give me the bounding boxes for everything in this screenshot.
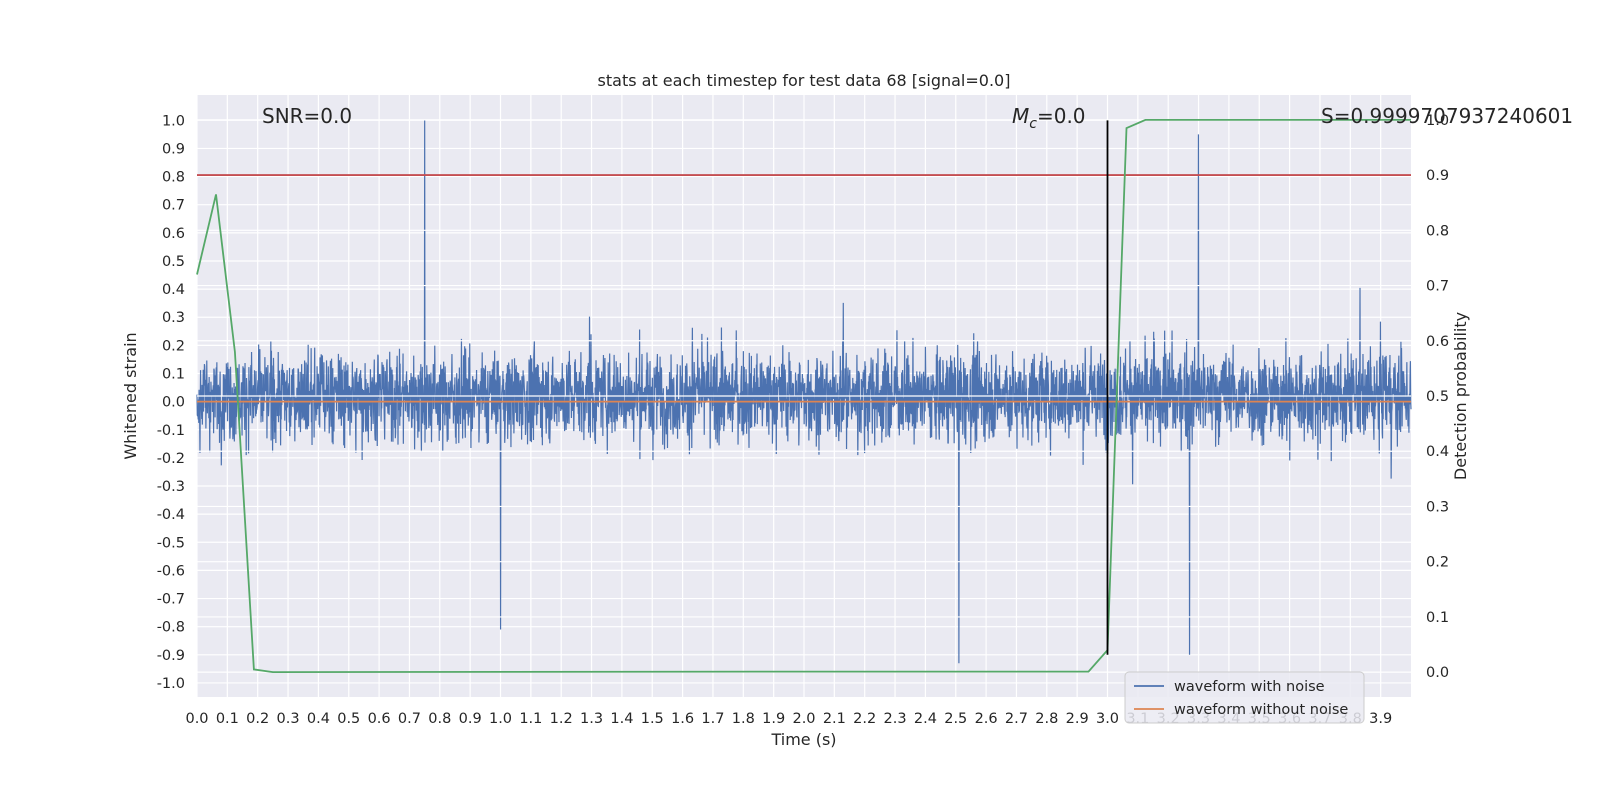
legend-box [1124, 671, 1365, 724]
x-tick-label: 0.0 [185, 711, 208, 727]
x-tick-label: 0.5 [337, 711, 360, 727]
chirp-mass-value: =0.0 [1037, 104, 1086, 128]
y-tick-label: 0.3 [162, 310, 185, 326]
chirp-mass-subscript: c [1029, 116, 1037, 132]
y2-tick-label: 0.3 [1426, 499, 1449, 515]
x-tick-label: 2.9 [1066, 711, 1089, 727]
x-tick-label: 2.3 [884, 711, 907, 727]
y-tick-label: -0.9 [157, 648, 185, 664]
y2-tick-label: 0.9 [1426, 168, 1449, 184]
y-tick-label: -0.4 [157, 507, 185, 523]
chirp-mass-symbol: M [1012, 104, 1029, 128]
y-tick-label: 0.0 [162, 395, 185, 411]
x-tick-label: 2.2 [853, 711, 876, 727]
x-tick-label: 1.2 [550, 711, 573, 727]
y-tick-label: -0.7 [157, 592, 185, 608]
x-tick-label: 2.6 [975, 711, 998, 727]
y-tick-label: 0.7 [162, 198, 185, 214]
y-tick-label: 0.6 [162, 226, 185, 242]
y2-tick-label: 0.0 [1426, 665, 1449, 681]
x-tick-label: 0.9 [459, 711, 482, 727]
y-tick-label: 0.4 [162, 282, 185, 298]
x-tick-label: 0.1 [216, 711, 239, 727]
y-tick-label: -0.3 [157, 479, 185, 495]
x-tick-label: 0.6 [368, 711, 391, 727]
x-tick-label: 0.3 [277, 711, 300, 727]
y-tick-label: -0.8 [157, 620, 185, 636]
y2-tick-label: 0.1 [1426, 610, 1449, 626]
x-tick-label: 1.8 [732, 711, 755, 727]
y-tick-label: 1.0 [162, 113, 185, 129]
y2-axis-label: Detection probability [1451, 312, 1470, 480]
x-tick-label: 2.4 [914, 711, 937, 727]
y2-tick-label: 0.8 [1426, 223, 1449, 239]
y2-tick-label: 0.5 [1426, 389, 1449, 405]
s-annotation: S=0.9999707937240601 [1321, 104, 1573, 128]
y-grid-lines [197, 119, 1411, 684]
chart-title: stats at each timestep for test data 68 … [598, 71, 1011, 90]
y-tick-label: -1.0 [157, 676, 185, 692]
y-tick-labels: 1.0 0.9 0.8 0.7 0.6 0.5 0.4 0.3 0.2 0.1 0.0 -0.1 -0.… [157, 113, 185, 692]
y-tick-label: -0.6 [157, 563, 185, 579]
x-tick-label: 2.8 [1035, 711, 1058, 727]
y2-tick-label: 0.7 [1426, 279, 1449, 295]
x-tick-label: 1.4 [610, 711, 633, 727]
y-tick-label: 0.1 [162, 366, 185, 382]
x-tick-label: 2.5 [944, 711, 967, 727]
chirp-mass-annotation: Mc=0.0 [1012, 104, 1086, 132]
x-tick-label: 1.7 [701, 711, 724, 727]
y2-tick-label: 0.2 [1426, 555, 1449, 571]
y2-tick-label: 0.4 [1426, 444, 1449, 460]
legend-label-clean: waveform without noise [1174, 702, 1348, 718]
x-tick-label: 0.4 [307, 711, 330, 727]
y-axis-label: Whitened strain [121, 332, 140, 459]
y-tick-label: 0.2 [162, 338, 185, 354]
x-tick-label: 2.0 [792, 711, 815, 727]
x-tick-label: 1.0 [489, 711, 512, 727]
x-tick-label: 0.7 [398, 711, 421, 727]
y-tick-label: -0.2 [157, 451, 185, 467]
y-tick-label: -0.1 [157, 423, 185, 439]
y2-tick-label: 1.0 [1426, 113, 1449, 129]
y2-tick-label: 0.6 [1426, 334, 1449, 350]
y-tick-label: -0.5 [157, 535, 185, 551]
x-tick-label: 1.3 [580, 711, 603, 727]
snr-annotation: SNR=0.0 [262, 104, 352, 128]
y-tick-label: 0.9 [162, 141, 185, 157]
x-tick-label: 3.9 [1369, 711, 1392, 727]
legend-label-noise: waveform with noise [1174, 679, 1325, 695]
y2-tick-labels: 1.0 0.9 0.8 0.7 0.6 0.5 0.4 0.3 0.2 0.1 0.0 [1426, 113, 1449, 681]
x-tick-label: 0.2 [246, 711, 269, 727]
series-waveform-with-noise [196, 120, 1412, 664]
legend: waveform with noise waveform without noi… [1124, 671, 1365, 724]
x-tick-label: 1.1 [519, 711, 542, 727]
x-tick-label: 2.1 [823, 711, 846, 727]
x-tick-label: 0.8 [428, 711, 451, 727]
x-tick-label: 1.9 [762, 711, 785, 727]
x-tick-label: 1.5 [641, 711, 664, 727]
series-detection-probability [196, 119, 1411, 674]
x-axis-label: Time (s) [770, 730, 836, 749]
x-tick-label: 2.7 [1005, 711, 1028, 727]
x-tick-label: 3.0 [1096, 711, 1119, 727]
y-tick-label: 0.8 [162, 170, 185, 186]
y-tick-label: 0.5 [162, 254, 185, 270]
x-tick-label: 1.6 [671, 711, 694, 727]
